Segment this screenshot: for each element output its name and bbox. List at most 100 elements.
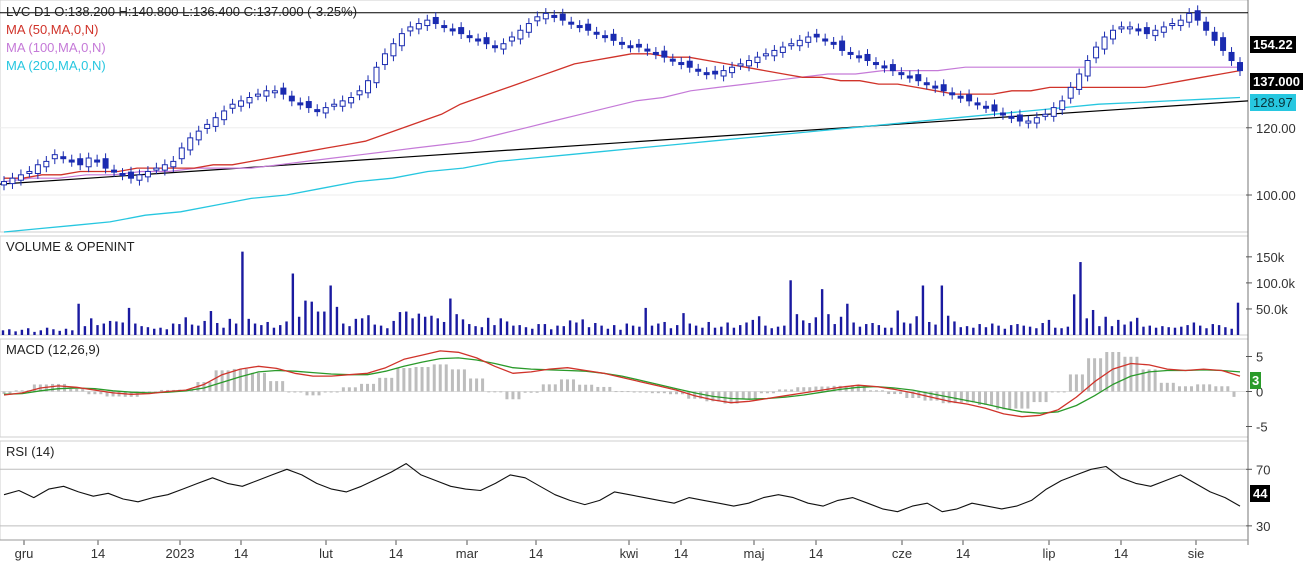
- macd-line: [3, 350, 1241, 418]
- volume-bar: [411, 318, 414, 335]
- candle-bearish: [957, 95, 964, 99]
- candle-bearish: [280, 87, 287, 95]
- volume-bar: [505, 321, 509, 335]
- candle-bullish: [805, 36, 812, 43]
- rsi-line: [3, 463, 1241, 513]
- candle-bearish: [1211, 31, 1218, 41]
- macd-signal-tag: 3: [1250, 372, 1262, 389]
- candle-bullish: [1025, 120, 1032, 124]
- macd-panel-frame: [0, 338, 1249, 438]
- timeframe: D1: [33, 4, 51, 19]
- macd-histogram-bar: [329, 391, 333, 393]
- candle-bullish: [365, 80, 372, 94]
- candle-bearish: [966, 94, 973, 102]
- macd-histogram-bar: [984, 391, 988, 405]
- volume-bar: [1198, 325, 1202, 335]
- candle-bullish: [238, 100, 245, 107]
- macd-histogram-bar: [1044, 391, 1048, 403]
- volume-bar: [581, 319, 584, 335]
- macd-histogram-bar: [596, 386, 600, 392]
- candle-bearish: [932, 85, 939, 89]
- macd-histogram-bar: [905, 391, 909, 399]
- candle-bearish: [923, 82, 930, 86]
- x-tick-label: gru: [15, 546, 34, 561]
- candle-bullish: [390, 43, 397, 57]
- volume-bar: [871, 323, 874, 335]
- volume-bar: [1129, 321, 1133, 335]
- rsi-tick-label: 30: [1256, 519, 1270, 534]
- macd-histogram-bar: [408, 368, 412, 392]
- legend-ma50: MA (50,MA,0,N): [6, 22, 99, 37]
- candle-bullish: [1059, 100, 1066, 111]
- candle-bullish: [34, 164, 41, 174]
- volume-bar: [1154, 327, 1158, 335]
- volume-bar: [1, 330, 5, 335]
- macd-histogram-bar: [1111, 352, 1115, 392]
- candle-bearish: [77, 158, 84, 166]
- volume-bar: [323, 311, 326, 335]
- macd-tick-label: -5: [1256, 420, 1268, 435]
- macd-histogram-bar: [965, 391, 969, 403]
- volume-bar: [367, 315, 370, 335]
- macd-histogram-bar: [614, 391, 618, 393]
- macd-histogram-bar: [838, 385, 842, 392]
- macd-histogram-bar: [778, 389, 782, 392]
- macd-histogram-bar: [1002, 391, 1006, 410]
- volume-bar: [814, 317, 818, 335]
- macd-histogram-bar: [565, 379, 569, 392]
- volume-bar: [342, 323, 345, 335]
- volume-bar: [600, 325, 603, 335]
- volume-bar: [1142, 326, 1145, 335]
- macd-histogram-bar: [57, 383, 61, 392]
- x-tick-label: lut: [319, 546, 333, 561]
- macd-histogram-bar: [929, 391, 933, 401]
- volume-bar: [461, 319, 465, 335]
- volume-bar: [934, 324, 937, 335]
- legend-ma100: MA (100,MA,0,N): [6, 40, 106, 55]
- volume-bar: [33, 331, 36, 335]
- volume-bar: [209, 311, 213, 335]
- macd-histogram-bar: [69, 388, 73, 392]
- volume-bar: [997, 325, 1000, 335]
- volume-bar: [8, 329, 11, 335]
- volume-bar: [531, 328, 534, 335]
- macd-histogram-bar: [20, 390, 24, 392]
- x-tick-label: 14: [389, 546, 403, 561]
- macd-histogram-bar: [741, 391, 745, 399]
- candle-bearish: [822, 38, 829, 42]
- macd-histogram-bar: [814, 386, 818, 392]
- macd-histogram-bar: [953, 391, 957, 404]
- candle-bullish: [178, 147, 185, 160]
- macd-histogram-bar: [499, 391, 503, 393]
- x-tick-label: 14: [91, 546, 105, 561]
- candle-bearish: [1237, 62, 1243, 72]
- volume-bar: [518, 325, 521, 335]
- candle-bearish: [1220, 37, 1227, 51]
- volume-bar: [575, 322, 578, 335]
- volume-bar: [423, 316, 427, 335]
- macd-histogram-bar: [808, 387, 812, 392]
- volume-bar: [1028, 326, 1032, 335]
- macd-histogram-bar: [1026, 391, 1030, 409]
- macd-histogram-bar: [232, 368, 236, 392]
- macd-histogram-bar: [650, 391, 654, 394]
- macd-histogram-bar: [874, 390, 878, 392]
- macd-histogram-bar: [559, 379, 563, 392]
- macd-histogram-bar: [262, 372, 266, 392]
- volume-bar: [764, 325, 767, 335]
- candle-bearish: [1143, 27, 1150, 35]
- x-tick-label: 2023: [166, 546, 195, 561]
- candle-bearish: [1016, 114, 1023, 122]
- macd-histogram-bar: [687, 391, 691, 399]
- macd-histogram-bar: [105, 391, 109, 397]
- candle-bullish: [348, 97, 355, 104]
- macd-histogram-bar: [1087, 358, 1091, 392]
- candle-bearish: [60, 156, 67, 160]
- x-tick-label: 14: [674, 546, 688, 561]
- ma100-line: [3, 66, 1240, 183]
- macd-histogram-bar: [487, 391, 491, 393]
- macd-histogram-bar: [414, 367, 418, 392]
- volume-bar: [1098, 326, 1101, 335]
- macd-histogram-bar: [602, 386, 606, 392]
